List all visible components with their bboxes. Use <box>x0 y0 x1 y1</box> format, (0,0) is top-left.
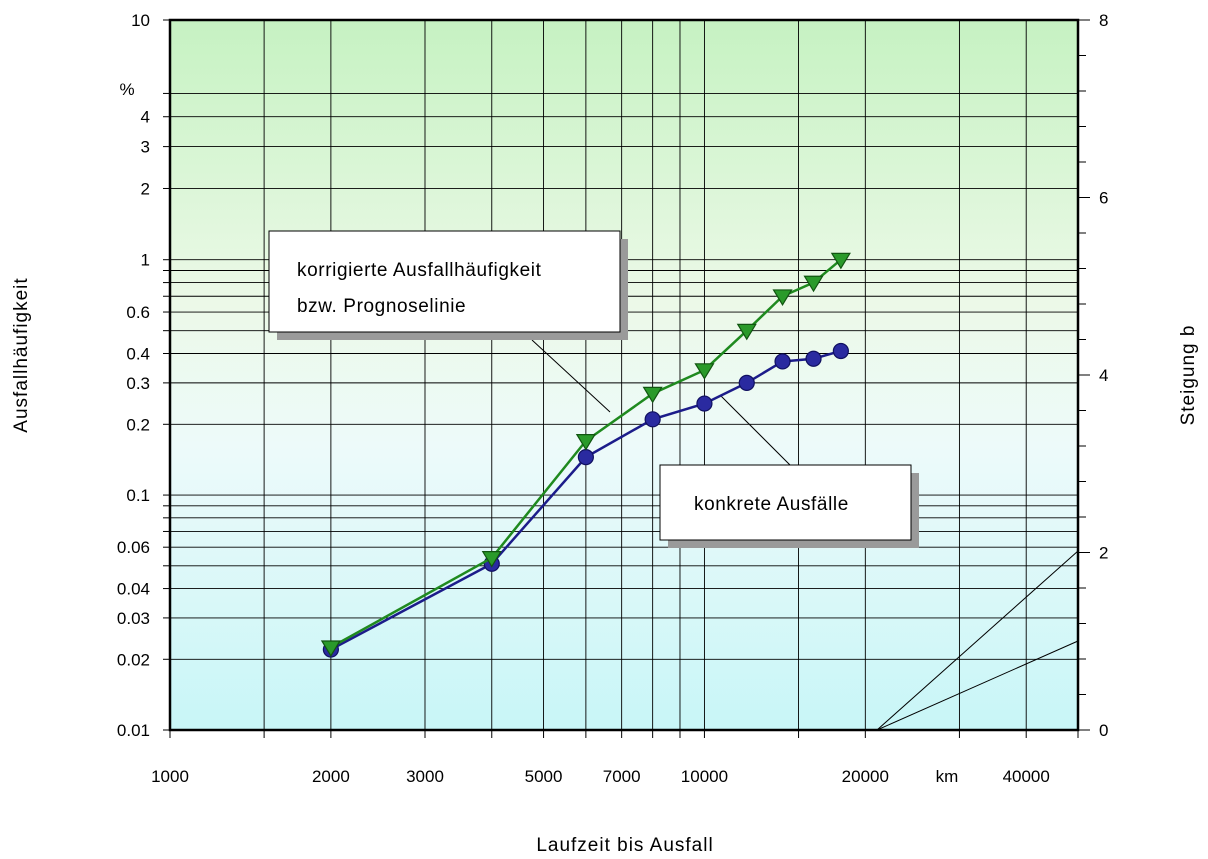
x-tick-label: 2000 <box>312 767 350 786</box>
y-tick-label: 0.1 <box>126 486 150 505</box>
x-tick-label: 7000 <box>603 767 641 786</box>
callout-text-line: konkrete Ausfälle <box>694 494 849 515</box>
y-tick-label: 0.04 <box>117 580 150 599</box>
data-point <box>320 640 341 657</box>
grid <box>169 19 1079 731</box>
y-tick-label: 4 <box>141 108 150 127</box>
data-point <box>642 386 663 404</box>
slope-reference-line <box>876 640 1079 731</box>
data-point <box>774 353 791 370</box>
data-point <box>772 289 793 306</box>
y-tick-label: 0.06 <box>117 538 150 557</box>
x-tick-label: 3000 <box>406 767 444 786</box>
data-point <box>803 275 824 293</box>
data-point <box>644 411 661 428</box>
callout-box-prognose: korrigierte Ausfallhäufigkeit bzw. Progn… <box>268 230 628 340</box>
x-tick-label: 1000 <box>151 767 189 786</box>
y2-axis-ticks: 0 2 4 6 8 <box>1078 11 1108 740</box>
y-axis-title: Ausfallhäufigkeit <box>11 277 32 432</box>
x-tick-label: 5000 <box>525 767 563 786</box>
data-point <box>696 395 713 412</box>
y-tick-label: 0.3 <box>126 374 150 393</box>
data-point <box>736 323 757 341</box>
x-axis-title: Laufzeit bis Ausfall <box>536 835 713 856</box>
y-tick-label: 0.2 <box>126 415 150 434</box>
y2-tick-label: 0 <box>1099 721 1108 740</box>
y-tick-label: 0.03 <box>117 609 150 628</box>
callout-leader-line <box>719 394 791 466</box>
data-point <box>694 363 715 380</box>
slope-reference-line <box>876 550 1079 731</box>
data-point <box>805 350 822 367</box>
y-tick-label: 3 <box>141 138 150 157</box>
data-point <box>575 433 596 451</box>
data-point <box>577 449 594 466</box>
callout-leader-line <box>531 339 611 413</box>
x-axis-ticks: 1000 2000 3000 5000 7000 10000 20000 40000 <box>151 730 1079 786</box>
y2-tick-label: 8 <box>1099 11 1108 30</box>
y-tick-label: 0.02 <box>117 650 150 669</box>
callout-text-line: bzw. Prognoselinie <box>297 296 466 317</box>
callout-box-konkret: konkrete Ausfälle <box>659 464 919 548</box>
y-tick-label: 0.01 <box>117 721 150 740</box>
x-axis-unit: km <box>936 767 959 786</box>
y-axis-ticks: 0.01 0.02 0.03 0.04 0.06 0.1 0.2 0.3 0.4 0.6 1 2 3 4 1… <box>117 11 170 740</box>
y2-tick-label: 2 <box>1099 544 1108 563</box>
y-tick-label: 2 <box>141 179 150 198</box>
data-point <box>481 551 502 568</box>
callout-text-line: korrigierte Ausfallhäufigkeit <box>297 260 542 281</box>
slope-reference-lines <box>876 550 1079 731</box>
x-tick-label: 10000 <box>681 767 728 786</box>
data-point <box>738 374 755 391</box>
data-point <box>830 252 851 270</box>
y-axis-unit: % <box>119 80 134 99</box>
x-tick-label: 20000 <box>842 767 889 786</box>
plot-area <box>170 20 1078 730</box>
y2-tick-label: 6 <box>1099 189 1108 208</box>
data-point <box>832 342 849 360</box>
y2-tick-label: 4 <box>1099 366 1108 385</box>
series-layer <box>320 252 851 658</box>
y-tick-label: 0.4 <box>126 344 150 363</box>
y-tick-label: 10 <box>131 11 150 30</box>
y2-axis-title: Steigung b <box>1178 325 1199 426</box>
x-tick-label: 40000 <box>1003 767 1050 786</box>
y-tick-label: 1 <box>141 251 150 270</box>
y-tick-label: 0.6 <box>126 303 150 322</box>
